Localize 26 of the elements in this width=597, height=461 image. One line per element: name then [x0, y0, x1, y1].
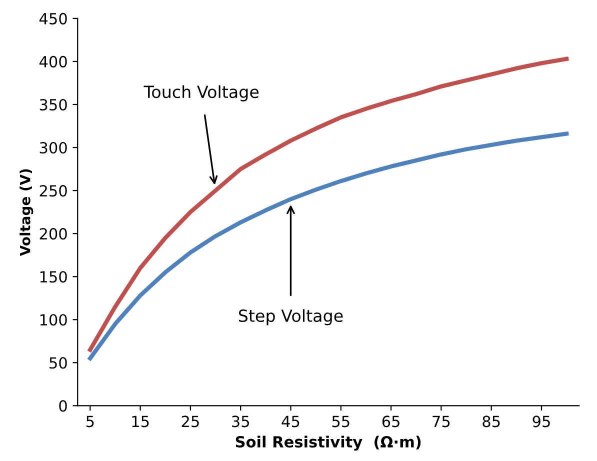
- y-tick-label: 450: [39, 12, 67, 24]
- x-tick-label: 55: [332, 416, 350, 428]
- y-tick-label: 300: [40, 142, 67, 154]
- x-tick-label: 85: [482, 416, 500, 428]
- line-series: [88, 132, 569, 360]
- y-tick-label: 50: [50, 357, 67, 369]
- y-tick-label: 350: [40, 98, 67, 111]
- y-tick-label: 100: [40, 314, 67, 326]
- x-axis-title: Soil Resistivity (Ω·m): [236, 436, 421, 451]
- x-tick-label: 35: [232, 416, 249, 428]
- y-tick-label: 250: [40, 185, 67, 197]
- y-tick-label: 400: [39, 56, 67, 68]
- annotation: Step Voltage: [238, 309, 343, 326]
- x-tick-label: 95: [532, 416, 550, 428]
- x-tick-label: 45: [282, 416, 300, 428]
- y-tick-label: 200: [40, 228, 67, 240]
- annotation: Touch Voltage: [144, 85, 259, 102]
- x-tick-label: 25: [182, 416, 199, 428]
- y-tick-label: 150: [40, 271, 67, 283]
- x-tick-label: 75: [432, 416, 450, 428]
- line-series: [88, 56, 569, 352]
- y-tick-label: 0: [59, 400, 67, 412]
- x-tick-label: 15: [132, 416, 149, 428]
- y-axis-title: Voltage (V): [20, 169, 34, 256]
- x-tick-label: 5: [86, 416, 94, 428]
- x-tick-label: 65: [382, 416, 400, 428]
